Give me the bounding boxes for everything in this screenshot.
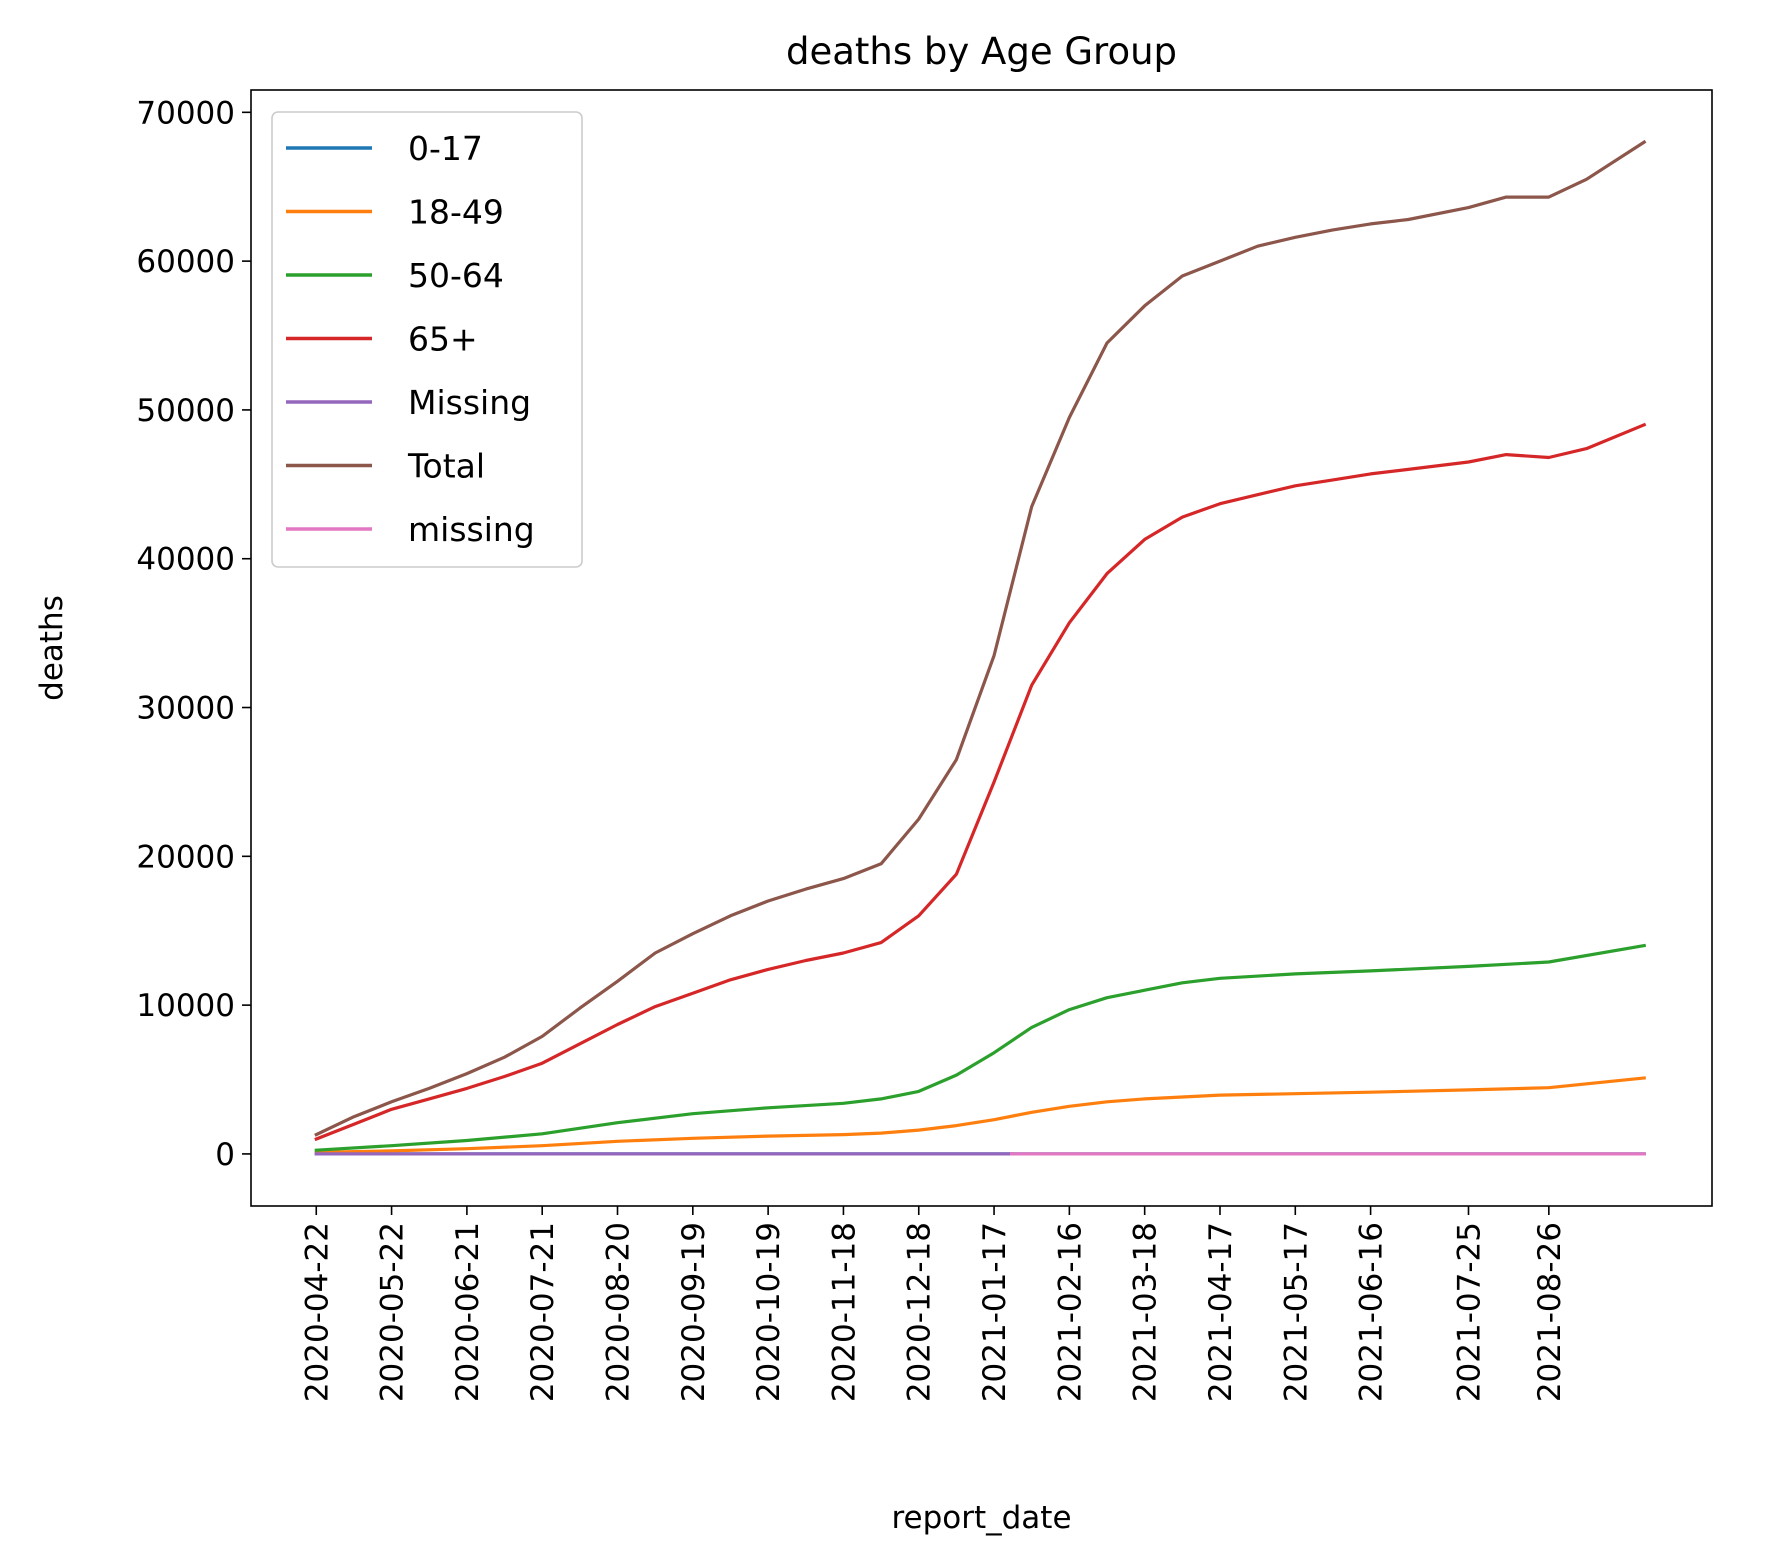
legend: 0-17 18-49 50-64 65+ Missing Total missing	[271, 111, 583, 568]
x-tick-label: 2020-09-19	[676, 1222, 712, 1402]
legend-frame	[271, 111, 583, 568]
x-tick-label: 2021-03-18	[1128, 1222, 1164, 1402]
x-tick-label: 2021-01-17	[977, 1222, 1013, 1402]
x-tick-label: 2020-11-18	[826, 1222, 862, 1402]
series-line-18-49	[314, 1076, 1646, 1155]
y-tick-label: 20000	[136, 839, 235, 875]
x-tick-label: 2020-12-18	[902, 1222, 938, 1402]
legend-label: Total	[407, 447, 485, 486]
y-axis-label: deaths	[34, 595, 70, 701]
x-tick-label: 2020-10-19	[751, 1222, 787, 1402]
y-tick-label: 40000	[136, 542, 235, 578]
series-line-total	[314, 139, 1647, 1137]
x-tick-label: 2020-05-22	[375, 1222, 411, 1402]
x-tick-label: 2020-08-20	[601, 1222, 637, 1402]
legend-label: 65+	[408, 320, 478, 359]
legend-label: 18-49	[408, 193, 504, 232]
x-tick-label: 2020-04-22	[299, 1222, 335, 1402]
y-tick-label: 0	[215, 1137, 235, 1173]
y-tick-label: 50000	[136, 393, 235, 429]
chart-title: deaths by Age Group	[786, 30, 1177, 73]
y-axis-ticks: 0 10000 20000 30000 40000 50000 60000 70000	[136, 95, 251, 1173]
y-tick-label: 10000	[136, 988, 235, 1024]
y-tick-label: 30000	[136, 691, 235, 727]
series-line-65-	[314, 422, 1647, 1142]
axes-frame	[250, 89, 1713, 1207]
legend-label: 0-17	[408, 129, 483, 168]
x-tick-label: 2020-06-21	[450, 1222, 486, 1402]
x-tick-label: 2021-05-17	[1278, 1222, 1314, 1402]
x-tick-label: 2021-07-25	[1452, 1222, 1488, 1402]
x-tick-label: 2021-04-17	[1203, 1222, 1239, 1402]
legend-label: Missing	[408, 383, 531, 422]
y-tick-label: 70000	[136, 95, 235, 131]
legend-label: missing	[408, 510, 535, 549]
x-tick-label: 2021-06-16	[1354, 1222, 1390, 1402]
legend-label: 50-64	[408, 256, 504, 295]
x-tick-label: 2020-07-21	[525, 1222, 561, 1402]
x-tick-label: 2021-02-16	[1052, 1222, 1088, 1402]
y-tick-label: 60000	[136, 244, 235, 280]
x-axis-label: report_date	[891, 1500, 1071, 1536]
x-axis-ticks: 2020-04-22 2020-05-22 2020-06-21 2020-07-21…	[299, 1206, 1568, 1402]
x-tick-label: 2021-08-26	[1532, 1222, 1568, 1402]
series-line-50-64	[314, 943, 1647, 1152]
plot-area	[314, 139, 1647, 1156]
